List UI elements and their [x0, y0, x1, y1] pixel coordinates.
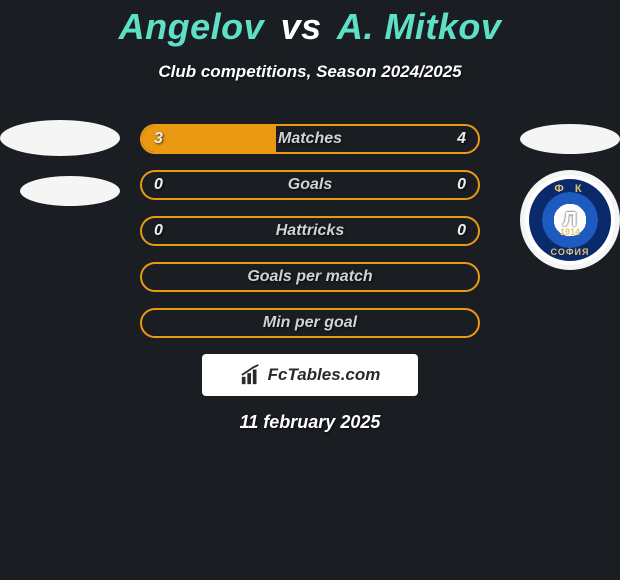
stat-bar: 34Matches — [140, 124, 480, 154]
player1-avatar — [0, 120, 120, 156]
brand-text: FcTables.com — [268, 365, 381, 385]
brand-box[interactable]: FcTables.com — [202, 354, 418, 396]
date-label: 11 february 2025 — [0, 412, 620, 433]
player2-club-badge: Ф К Л 1914 СОФИЯ — [520, 170, 620, 270]
player1-avatar-secondary — [20, 176, 120, 206]
stat-bar: 00Hattricks — [140, 216, 480, 246]
vs-label: vs — [281, 6, 322, 47]
club-arc-bottom: СОФИЯ — [529, 247, 611, 257]
player2-name: A. Mitkov — [337, 6, 502, 47]
player1-name: Angelov — [119, 6, 265, 47]
player2-avatar — [520, 124, 620, 154]
stat-label: Goals — [142, 172, 478, 198]
stat-label: Matches — [142, 126, 478, 152]
stat-label: Hattricks — [142, 218, 478, 244]
stat-bar: Goals per match — [140, 262, 480, 292]
stat-bar: Min per goal — [140, 308, 480, 338]
subtitle: Club competitions, Season 2024/2025 — [0, 62, 620, 82]
club-badge-graphic: Ф К Л 1914 СОФИЯ — [525, 175, 615, 265]
stat-bar: 00Goals — [140, 170, 480, 200]
chart-icon — [240, 364, 262, 386]
stat-label: Goals per match — [142, 264, 478, 290]
page-title: Angelov vs A. Mitkov — [0, 6, 620, 48]
club-year: 1914 — [529, 227, 611, 237]
club-arc-top: Ф К — [529, 183, 611, 195]
stat-label: Min per goal — [142, 310, 478, 336]
